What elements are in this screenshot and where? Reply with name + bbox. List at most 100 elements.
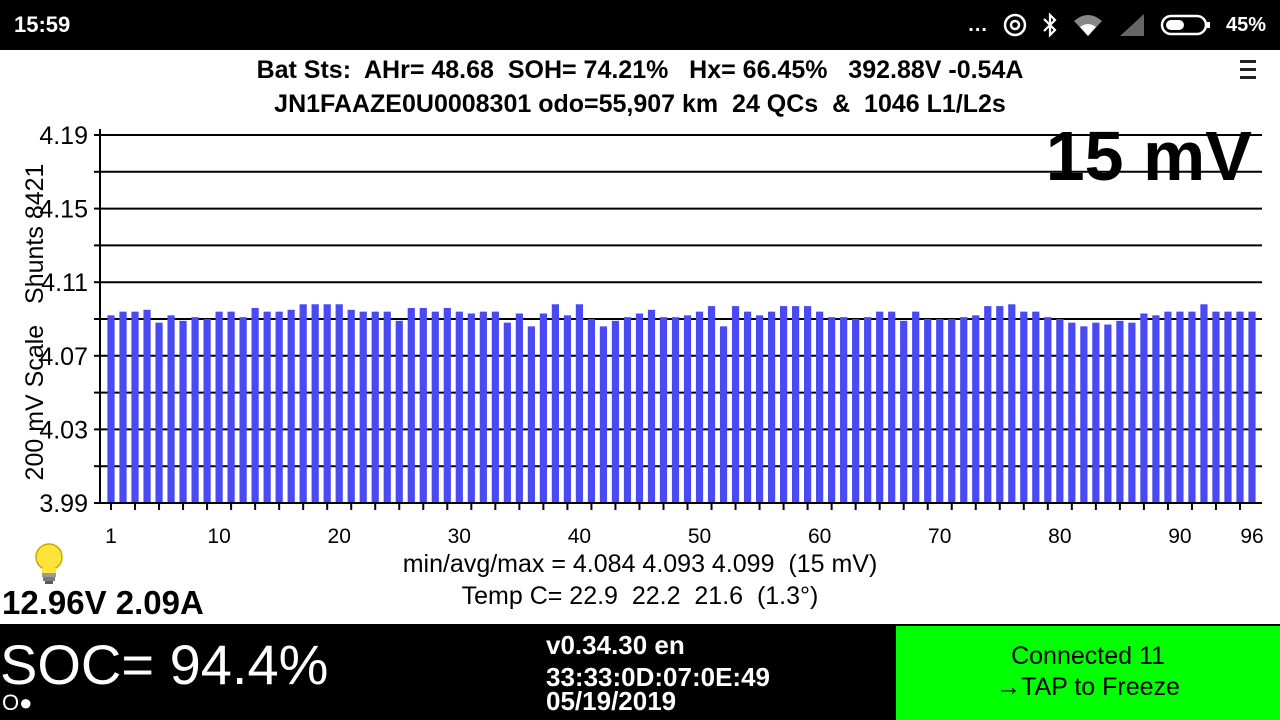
cell-bar-64 [864,317,872,503]
battery-icon [1160,14,1210,36]
cell-bar-41 [587,319,596,503]
cell-bar-96 [1248,311,1256,503]
light-bulb-icon[interactable] [32,542,66,586]
cell-bar-13 [251,307,259,503]
cell-bar-26 [407,307,415,503]
cell-bar-65 [876,311,884,503]
cell-bar-47 [659,317,668,503]
cell-bar-17 [299,304,307,503]
cell-bar-27 [419,307,427,503]
cell-bar-6 [167,315,175,503]
cell-bar-73 [972,315,980,503]
cell-bar-44 [623,317,632,503]
cell-bar-39 [563,315,572,503]
cell-bar-61 [828,317,836,503]
cell-bar-48 [671,317,680,503]
cell-bar-68 [912,311,920,503]
x-tick-label: 80 [1048,525,1071,548]
cell-bar-83 [1092,322,1100,503]
cell-bar-22 [359,311,367,503]
cell-bar-91 [1188,311,1196,503]
cell-bar-71 [948,319,956,503]
cell-bar-72 [960,317,968,503]
cell-bar-89 [1164,311,1172,503]
cell-bar-82 [1080,326,1088,503]
cell-bar-60 [816,311,824,503]
cell-spread-display: 15 mV [1045,117,1252,195]
cell-bar-56 [767,311,776,503]
aux-battery-readout: 12.96V 2.09A [2,584,204,621]
cell-bar-45 [635,313,644,503]
x-tick-label: 96 [1240,525,1263,548]
cell-bar-87 [1140,313,1148,503]
cell-bar-12 [239,317,247,503]
hotspot-icon [1003,13,1027,37]
signal-icon [1119,14,1144,36]
x-tick-label: 60 [808,525,831,548]
cell-bar-49 [683,315,692,503]
cell-bar-53 [731,306,740,503]
cell-bar-9 [203,319,211,503]
cell-bar-40 [575,304,584,503]
cell-bar-76 [1008,304,1016,503]
cell-bar-54 [743,311,752,503]
cell-bar-7 [179,320,187,503]
min-avg-max-stats: min/avg/max = 4.084 4.093 4.099 (15 mV) [402,550,878,578]
overflow-dots-icon: ... [968,13,988,36]
cell-bar-88 [1152,315,1160,503]
cell-bar-84 [1104,324,1112,503]
cell-bar-63 [852,319,860,503]
y-tick-label: 3.99 [39,490,88,518]
status-bar: 15:59 ... 45% [0,0,1280,50]
status-icons: ... 45% [968,11,1266,39]
cell-bar-92 [1200,304,1208,503]
cell-bar-14 [263,311,271,503]
cell-bar-57 [779,306,788,503]
cell-bar-4 [143,309,151,503]
cell-bar-5 [155,322,163,503]
cell-bar-3 [131,311,139,503]
cell-bar-24 [383,311,391,503]
cell-bar-1 [107,315,115,503]
cell-bar-32 [479,311,487,503]
cell-bar-79 [1044,317,1052,503]
connection-freeze-button[interactable]: Connected 11 →TAP to Freeze [896,626,1280,720]
cell-bar-20 [335,304,343,503]
x-tick-label: 90 [1168,525,1191,548]
cell-bar-28 [431,311,439,503]
date-readout: 05/19/2019 [546,686,677,716]
wifi-icon [1073,15,1102,36]
cell-bar-42 [599,326,608,503]
cell-bar-29 [443,307,451,503]
cell-bar-59 [804,306,812,503]
x-tick-label: 40 [568,525,591,548]
x-tick-label: 30 [448,525,471,548]
y-tick-label: 4.15 [39,196,88,224]
cell-bar-37 [539,313,547,503]
cell-bar-78 [1032,311,1040,503]
cell-bar-8 [191,317,199,503]
cell-bar-51 [707,306,716,503]
app-version: v0.34.30 en [546,630,685,660]
cell-bar-23 [371,311,379,503]
cell-bar-43 [611,320,620,503]
freeze-hint: →TAP to Freeze [996,673,1180,701]
cell-bar-75 [996,306,1004,503]
cell-bar-85 [1116,320,1124,503]
soc-indicator: O● [2,690,33,715]
y-tick-label: 4.03 [39,416,88,444]
cell-bar-80 [1056,319,1064,503]
cell-bar-58 [791,306,800,503]
temperature-stats: Temp C= 22.9 22.2 21.6 (1.3°) [461,582,819,610]
cell-bar-21 [347,309,355,503]
vehicle-info-line: JN1FAAZE0U0008301 odo=55,907 km 24 QCs &… [274,90,1006,118]
cell-bar-31 [467,313,475,503]
clock: 15:59 [14,12,71,37]
x-tick-label: 10 [207,525,230,548]
cell-bar-77 [1020,311,1028,503]
menu-icon[interactable] [1240,60,1256,84]
cell-bar-95 [1236,311,1244,503]
cell-voltage-chart[interactable]: 4.19 4.15 4.11 4.07 4.03 3.99 1 10 20 30 40 50 60 70 8… [0,120,1280,550]
cell-bar-90 [1176,311,1184,503]
cell-bar-94 [1224,311,1232,503]
